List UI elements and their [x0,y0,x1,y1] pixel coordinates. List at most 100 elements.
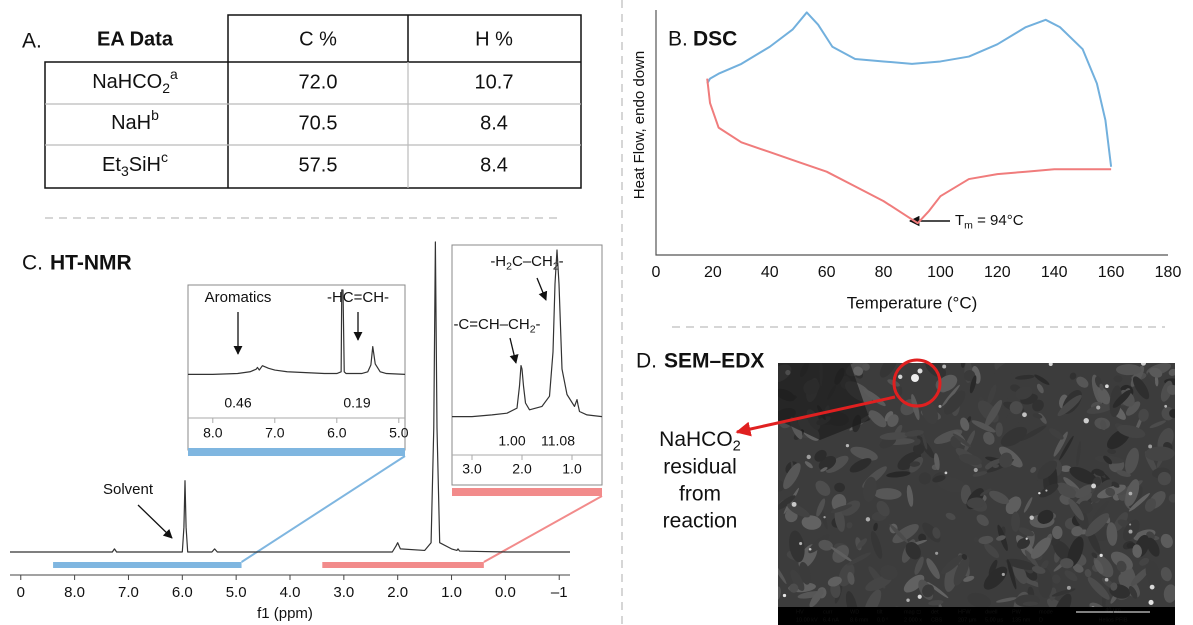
table-cell: 57.5 [299,154,338,176]
sem-particle [1030,515,1034,519]
sem-particle [809,548,812,551]
sem-particle [918,369,923,374]
text-run: C–CH [512,253,553,270]
subscript: m [964,219,973,231]
sem-particle [1148,600,1153,605]
integral-label: 0.19 [343,395,370,411]
sem-particle [792,502,797,507]
figure: A. B.DSC C. HT-NMR D. SEM–EDX EA Data C % H % NaH… [0,0,1193,625]
table-cell: Et3SiHc [102,149,168,179]
x-tick-label: 160 [1098,264,1125,281]
text-run: Solvent [103,481,154,498]
sem-info-value: 135 nm [1012,617,1031,623]
sem-particle [1067,586,1071,590]
sem-particle [1129,492,1133,496]
text-run: -HC=CH- [327,289,389,306]
sem-note: residual [663,456,737,479]
sem-particle [945,472,948,475]
x-tick-label: 120 [984,264,1011,281]
sem-particle [846,444,849,447]
sem-info-key: WD [850,609,859,615]
sem-info-key: dwell [985,609,998,615]
sem-info-key: mag ⊡ [904,609,921,615]
sem-info-value: 207 µm [958,617,977,623]
x-tick-label: 40 [761,264,779,281]
sem-particle [1129,530,1133,534]
sem-image [766,351,1181,625]
x-tick-label: 0 [17,584,25,601]
sem-particle [935,552,938,555]
sem-particle [1091,484,1096,489]
annotation: -HC=CH- [327,289,389,306]
subscript: 2 [162,80,170,96]
inset-frame [452,245,602,485]
panel-letter: D. [636,350,657,373]
sem-info-key: tilt [877,609,883,615]
x-tick-label: 0 [652,264,661,281]
text-run: NaH [111,112,151,134]
x-tick-label: 5.0 [389,425,409,441]
annotation: Aromatics [205,289,272,306]
table-header: H % [475,28,513,50]
sem-particle [939,405,942,408]
plot-area [707,12,1111,223]
sem-particle [974,468,978,472]
text-run: Aromatics [205,289,272,306]
sem-particle [823,516,825,518]
sem-particle [906,598,909,601]
panel-letter: C. [22,252,43,275]
sem-particle [1150,585,1155,590]
x-tick-label: –1 [551,584,568,601]
panel-title: HT-NMR [50,252,132,275]
y-axis-label: Heat Flow, endo down [631,51,648,199]
x-tick-label: 80 [875,264,893,281]
text-run: - [559,253,564,270]
text-run: NaHCO [92,71,162,93]
table-header: C % [299,28,337,50]
sem-particle [942,365,946,369]
sem-particle [807,455,811,459]
text-run: SiH [129,154,161,176]
sem-particle [1045,490,1047,492]
x-tick-label: 8.0 [203,425,223,441]
x-tick-label: 2.0 [512,461,532,477]
sem-info-key: HV [796,609,804,615]
x-tick-label: 4.0 [280,584,301,601]
panel-letter: A. [22,30,42,53]
text-run: -C=CH–CH [453,316,529,333]
x-tick-label: 3.0 [462,461,482,477]
table-header: EA Data [97,28,174,50]
table-cell: NaHCO2a [92,66,178,96]
x-tick-label: 7.0 [265,425,285,441]
sem-particle [1038,492,1040,494]
sem-note: reaction [663,510,738,533]
text-run: - [536,316,541,333]
sem-particle [1096,405,1100,409]
sem-particle [783,594,786,597]
text-run: Et [102,154,121,176]
sem-info-key: HFW [958,609,971,615]
text-run: T [955,212,964,229]
x-tick-label: 1.0 [441,584,462,601]
sem-label: NaHCO2 [659,428,741,455]
x-axis-label: Temperature (°C) [847,293,978,312]
x-tick-label: 0.0 [495,584,516,601]
integral-label: 0.46 [224,395,251,411]
x-tick-label: 140 [1041,264,1068,281]
sem-info-key: PW [1012,609,1022,615]
sem-particle [1022,412,1027,417]
panel-title: DSC [693,28,737,51]
table-cell: NaHb [111,107,159,135]
sem-particle [1084,418,1089,423]
table-cell: 70.5 [299,112,338,134]
sem-particle [1148,445,1152,449]
sem-particle [1002,573,1005,576]
sem-info-value: 8.6 mm [850,617,869,623]
text-run: -H [490,253,506,270]
sem-info-key: curr [823,609,833,615]
panel-letter: B. [668,28,688,51]
x-tick-label: 6.0 [172,584,193,601]
panel-title: SEM–EDX [664,350,764,373]
sem-info-value: 6.4 nA [823,617,839,623]
x-tick-label: 180 [1155,264,1182,281]
